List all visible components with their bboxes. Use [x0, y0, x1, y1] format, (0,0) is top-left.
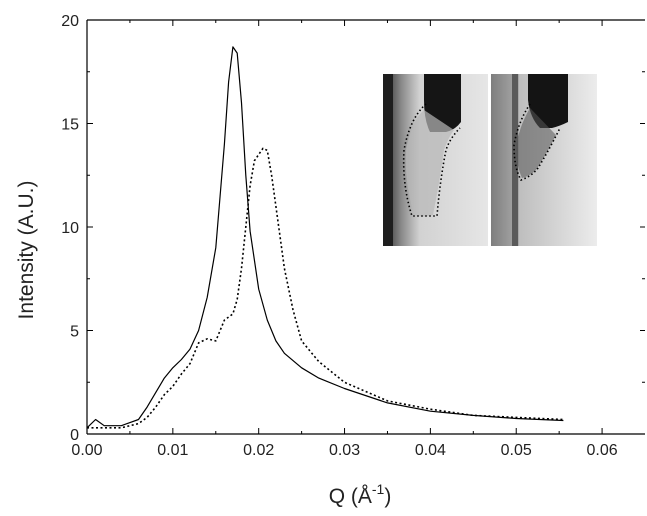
y-axis-title: Intensity (A.U.) [15, 181, 38, 320]
tick-labels: 0.00 0.01 0.02 0.03 0.04 0.05 0.06 0 5 10 15 20 [61, 13, 618, 459]
y-tick-label-20: 20 [61, 13, 79, 30]
y-tick-label-0: 0 [70, 427, 79, 444]
x-tick-label-0.02: 0.02 [243, 442, 274, 459]
series-line-2 [87, 147, 564, 429]
plot-area [86, 46, 564, 429]
x-axis-title: Q (Å-1) [329, 481, 392, 508]
x-tick-label-0.04: 0.04 [415, 442, 446, 459]
y-tick-label-5: 5 [70, 324, 79, 341]
x-tick-label-0.05: 0.05 [501, 442, 532, 459]
inset-photo-right [491, 74, 597, 246]
x-tick-label-0.03: 0.03 [329, 442, 360, 459]
x-tick-label-0.01: 0.01 [157, 442, 188, 459]
x-axis-title-main: Q (Å [329, 485, 372, 508]
x-axis-title-superscript: -1 [372, 481, 385, 497]
x-tick-label-0.06: 0.06 [587, 442, 618, 459]
inset-photos [383, 74, 597, 246]
y-tick-label-15: 15 [61, 117, 79, 134]
y-tick-label-10: 10 [61, 220, 79, 237]
inset-photo-left [383, 74, 488, 246]
tick-marks [86, 19, 645, 435]
x-tick-label-0.00: 0.00 [71, 442, 102, 459]
x-axis-title-close: ) [384, 485, 391, 508]
series-line-1 [86, 46, 564, 429]
